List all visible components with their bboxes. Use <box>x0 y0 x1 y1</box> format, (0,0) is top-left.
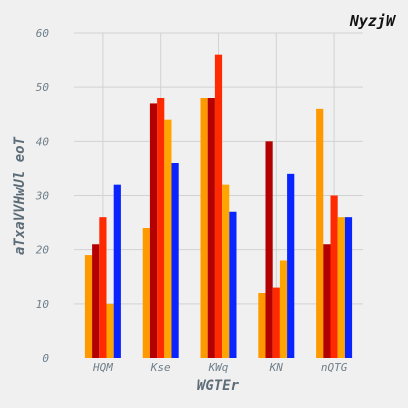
bar <box>279 260 288 358</box>
bar <box>149 103 158 359</box>
bar <box>222 184 230 358</box>
x-tick-label: HQM <box>92 361 113 374</box>
bar <box>337 217 345 358</box>
bar <box>171 163 179 358</box>
bar <box>272 287 280 358</box>
y-tick-label: 30 <box>35 190 50 203</box>
bar <box>113 184 121 358</box>
bar <box>92 244 100 358</box>
y-tick-label: 20 <box>36 244 50 257</box>
bar <box>229 211 237 358</box>
bar <box>344 217 353 358</box>
bar <box>316 108 324 358</box>
chart-title: NyzjW <box>349 12 397 30</box>
bar <box>207 98 215 358</box>
bar <box>287 173 295 358</box>
y-tick-label: 60 <box>36 27 50 40</box>
bar <box>214 54 223 359</box>
bar <box>164 119 172 359</box>
bar <box>265 141 273 358</box>
y-tick-label: 0 <box>42 352 49 365</box>
y-tick-label: 50 <box>36 81 50 94</box>
bar <box>200 98 208 358</box>
bars <box>84 54 353 359</box>
bar <box>323 244 331 358</box>
x-tick-labels: HQM Kse KWq KN nQTG <box>92 361 348 374</box>
bar <box>157 98 165 358</box>
x-tick-label: nQTG <box>321 361 348 374</box>
bar <box>330 195 338 358</box>
y-tick-label: 40 <box>36 135 50 148</box>
x-tick-label: Kse <box>150 361 171 374</box>
x-tick-label: KWq <box>208 361 229 374</box>
bar <box>106 303 114 358</box>
bar <box>258 293 266 358</box>
x-tick-label: KN <box>269 361 284 374</box>
bar <box>142 228 150 358</box>
y-tick-labels: 0 10 20 30 40 50 60 <box>35 27 50 365</box>
x-axis-label: WGTEr <box>197 378 240 394</box>
y-axis-label: aTxaVVHwUl eoT <box>12 136 28 255</box>
bar <box>99 217 107 358</box>
y-tick-label: 10 <box>36 298 50 311</box>
bar <box>84 255 93 358</box>
